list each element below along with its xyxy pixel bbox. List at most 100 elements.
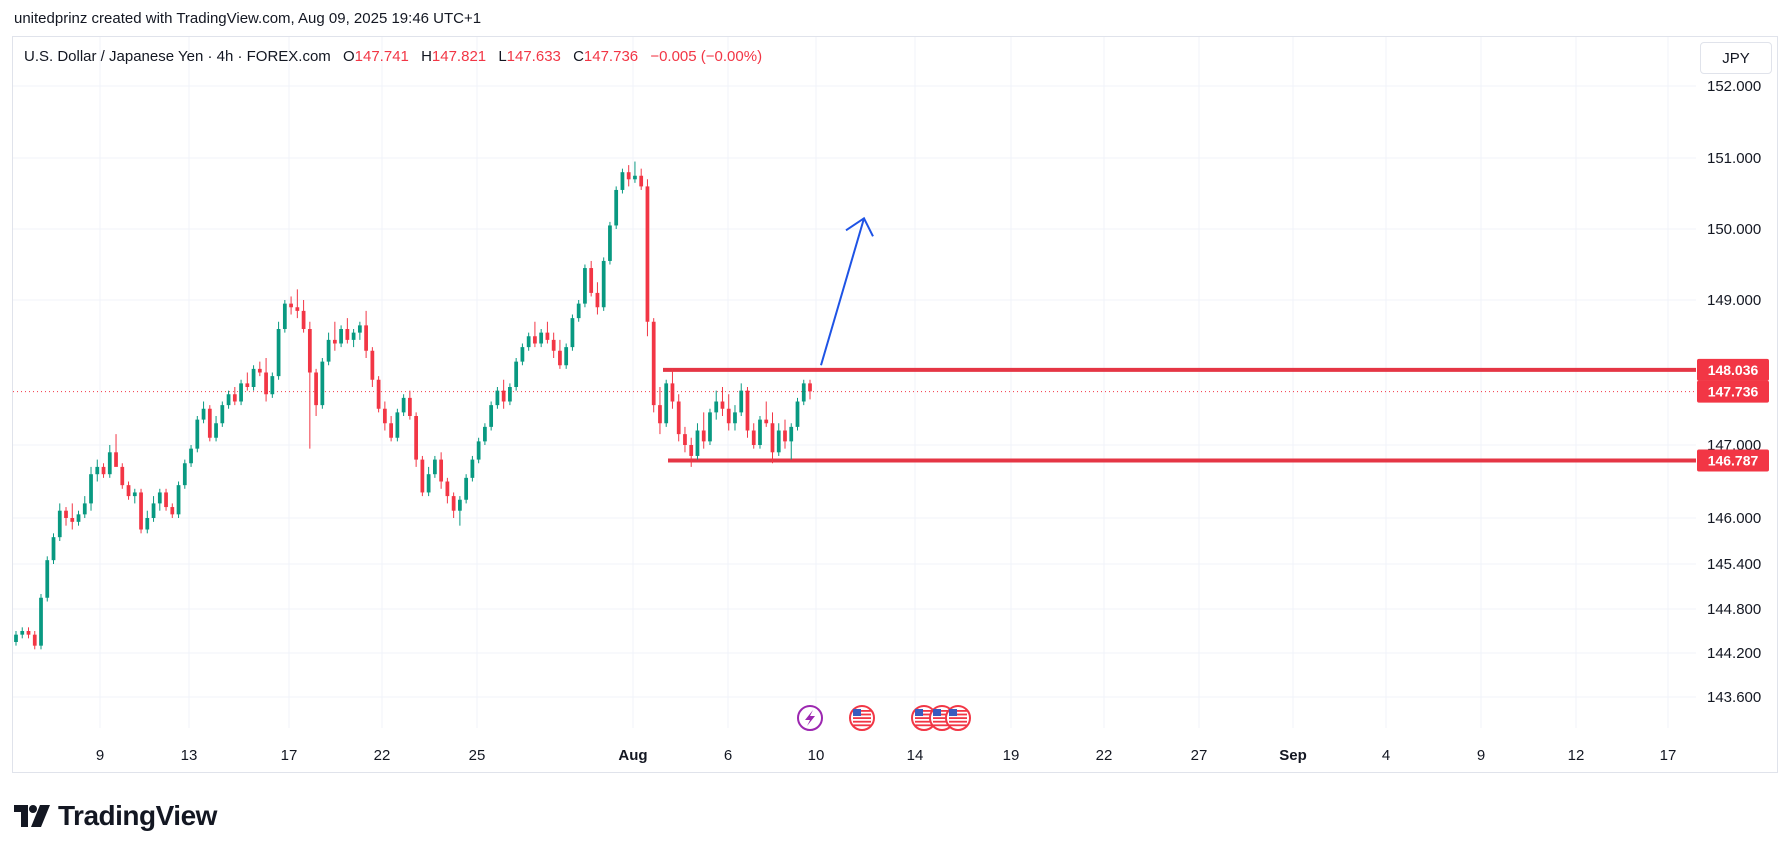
candle-body bbox=[102, 467, 106, 474]
candle-body bbox=[764, 420, 768, 424]
candle bbox=[727, 394, 731, 430]
candle bbox=[602, 257, 606, 310]
candle-body bbox=[739, 391, 743, 413]
candle bbox=[583, 265, 587, 308]
flag-stripe bbox=[949, 721, 967, 723]
candle-body bbox=[170, 507, 174, 514]
candle bbox=[183, 460, 187, 489]
time-tick-label: Aug bbox=[618, 747, 647, 764]
candle-body bbox=[464, 478, 468, 500]
candle bbox=[564, 344, 568, 369]
candle-body bbox=[446, 482, 450, 497]
candle-body bbox=[370, 351, 374, 380]
flag-stripe bbox=[949, 717, 967, 719]
candle bbox=[308, 322, 312, 449]
candle-body bbox=[164, 492, 168, 507]
candle-body bbox=[264, 373, 268, 395]
candle bbox=[621, 169, 625, 194]
candle-body bbox=[320, 362, 324, 406]
candle bbox=[514, 358, 518, 391]
candle bbox=[552, 333, 556, 358]
candle-body bbox=[714, 402, 718, 413]
candle-body bbox=[283, 304, 287, 329]
candle bbox=[464, 474, 468, 503]
candle bbox=[477, 438, 481, 464]
candle-body bbox=[308, 329, 312, 373]
candle-body bbox=[364, 325, 368, 350]
price-tick-label: 145.400 bbox=[1707, 556, 1761, 573]
candle-body bbox=[452, 496, 456, 511]
flag-canton bbox=[853, 709, 861, 716]
candle bbox=[483, 423, 487, 445]
candle bbox=[89, 467, 93, 511]
flag-stripe bbox=[853, 721, 871, 723]
high-value: 147.821 bbox=[432, 48, 486, 65]
candle-body bbox=[327, 340, 331, 362]
candle bbox=[639, 169, 643, 190]
candle-body bbox=[64, 511, 68, 518]
candle-body bbox=[139, 492, 143, 529]
candle bbox=[652, 318, 656, 412]
candle-body bbox=[70, 518, 74, 522]
candle-body bbox=[195, 420, 199, 449]
candle bbox=[258, 362, 262, 377]
candle bbox=[739, 383, 743, 416]
candle-body bbox=[39, 598, 43, 646]
candle-body bbox=[108, 452, 112, 474]
candle bbox=[77, 511, 81, 526]
candle bbox=[145, 511, 149, 534]
price-tick-label: 151.000 bbox=[1707, 150, 1761, 167]
candle-body bbox=[214, 423, 218, 438]
candle bbox=[758, 416, 762, 449]
candle-body bbox=[377, 380, 381, 409]
candle-body bbox=[808, 383, 812, 391]
candle-body bbox=[439, 460, 443, 482]
candles bbox=[14, 162, 812, 650]
candle bbox=[395, 409, 399, 442]
candle bbox=[377, 376, 381, 412]
candle bbox=[45, 556, 49, 601]
candle bbox=[633, 162, 637, 183]
time-tick-label: 22 bbox=[1096, 747, 1113, 764]
candle bbox=[14, 631, 18, 646]
time-tick-label: 14 bbox=[907, 747, 924, 764]
candle-body bbox=[533, 336, 537, 343]
candle-body bbox=[421, 460, 425, 493]
candle-body bbox=[202, 409, 206, 420]
candle bbox=[202, 402, 206, 424]
tradingview-logo[interactable]: TradingView bbox=[14, 800, 217, 832]
time-tick-label: 13 bbox=[181, 747, 198, 764]
candle bbox=[421, 456, 425, 496]
candle-body bbox=[295, 307, 299, 311]
candle-body bbox=[496, 391, 500, 406]
currency-button[interactable]: JPY bbox=[1700, 42, 1772, 74]
candle bbox=[808, 380, 812, 400]
candle bbox=[345, 318, 349, 343]
candle bbox=[364, 311, 368, 358]
candle-body bbox=[433, 460, 437, 475]
candle-body bbox=[239, 383, 243, 401]
candle-body bbox=[733, 412, 737, 423]
candle-body bbox=[771, 423, 775, 452]
high-label: H bbox=[421, 48, 432, 65]
candle bbox=[20, 627, 24, 638]
candle-body bbox=[721, 402, 725, 409]
candle-body bbox=[483, 427, 487, 442]
candle-body bbox=[358, 325, 362, 332]
flag-stripe bbox=[949, 724, 967, 726]
candle bbox=[439, 452, 443, 489]
candle-body bbox=[45, 560, 49, 598]
candle bbox=[696, 423, 700, 459]
candle bbox=[208, 405, 212, 441]
candle-body bbox=[383, 409, 387, 424]
candle-body bbox=[702, 431, 706, 442]
candle bbox=[177, 482, 181, 519]
candle-body bbox=[658, 405, 662, 423]
candle-body bbox=[546, 333, 550, 340]
candle-body bbox=[208, 409, 212, 438]
candle bbox=[333, 322, 337, 351]
candle bbox=[527, 333, 531, 351]
candle-body bbox=[289, 304, 293, 308]
candle bbox=[752, 423, 756, 448]
